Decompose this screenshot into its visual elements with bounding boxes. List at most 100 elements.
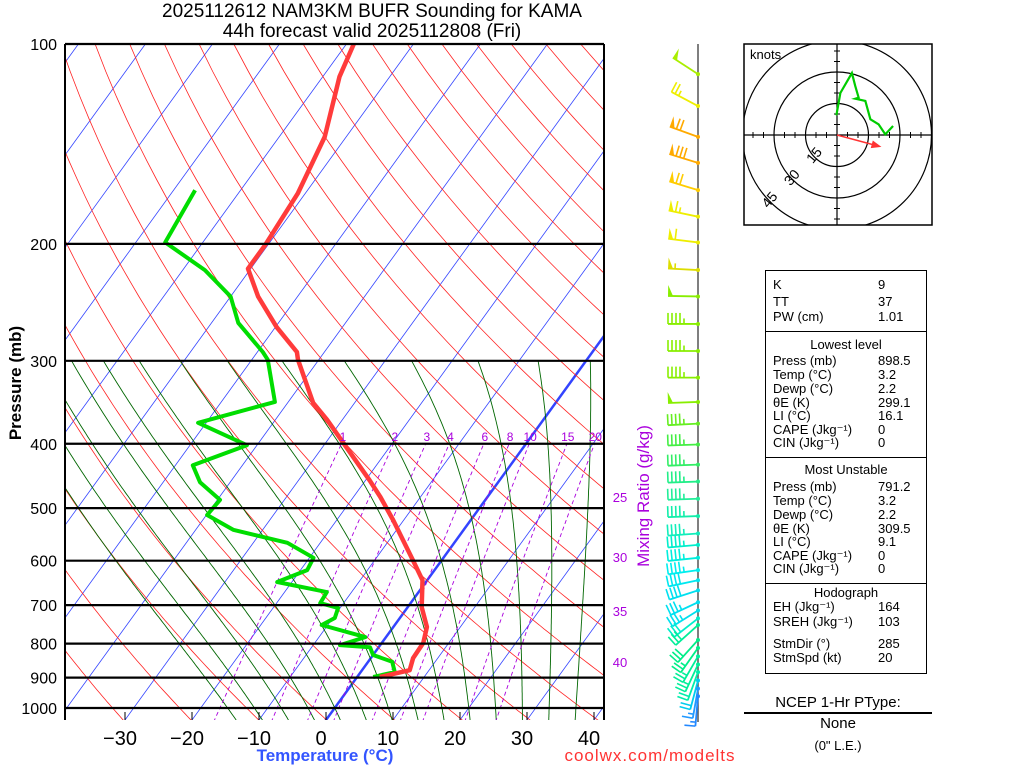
stat-value: 285 <box>878 636 900 651</box>
mixing-ratio-line <box>371 443 485 720</box>
wind-barb-half-feather <box>683 681 690 686</box>
wind-barb-shaft <box>689 680 699 710</box>
lowest-level-section: Lowest level Press (mb) 898.5 Temp (°C) 3.2… <box>766 331 926 458</box>
wind-barb-shaft <box>667 422 699 427</box>
temperature-tick-label: −30 <box>103 728 137 750</box>
wind-barb-base <box>696 375 700 380</box>
wind-barb-pennant <box>672 48 679 61</box>
isotherm-line <box>191 150 604 720</box>
moist-adiabat-line <box>179 360 393 720</box>
wind-barb <box>666 535 700 549</box>
dry-adiabat-line <box>268 44 604 445</box>
wind-barb <box>681 686 700 719</box>
wind-barb-shaft <box>669 125 699 138</box>
wind-barb-half-feather <box>682 553 685 560</box>
stat-label: CIN (Jkg⁻¹) <box>773 561 840 576</box>
wind-barb-feather <box>673 676 684 684</box>
wind-barb <box>666 505 700 519</box>
wind-barb-base <box>696 623 700 628</box>
temperature-tick-label: 10 <box>377 728 399 750</box>
stat-value: 0 <box>878 561 886 576</box>
temperature-tick-label: −10 <box>237 728 271 750</box>
stat-value: 309.5 <box>878 521 911 536</box>
isotherm-line <box>65 44 213 249</box>
wind-barb-base <box>696 670 700 675</box>
wind-barb-base <box>696 542 700 547</box>
section-title: Most Unstable <box>804 462 888 477</box>
wind-barb-feather <box>669 602 676 614</box>
wind-barb-feather <box>678 692 690 698</box>
dry-adiabat-line <box>65 150 531 720</box>
wind-barb-feather <box>667 636 677 646</box>
wind-barb-shaft <box>668 209 699 218</box>
wind-barb-base <box>696 268 700 273</box>
wind-barb-shaft <box>667 497 699 501</box>
axes: 1 2 3 4 6 8 10 15 201002003004005006007008009001… <box>21 37 627 750</box>
wind-barb-feather <box>669 562 674 574</box>
wind-barb-feather <box>678 535 681 547</box>
wind-barb-feather <box>679 173 684 185</box>
wind-barb <box>673 654 700 684</box>
wind-barb <box>668 199 700 219</box>
wind-barb-shaft <box>672 57 699 75</box>
stat-value: 37 <box>878 294 893 309</box>
wind-barb-shaft <box>680 647 699 674</box>
dry-adiabat-line <box>65 649 124 720</box>
wind-barb-feather <box>681 715 693 719</box>
mixing-ratio-line <box>307 443 427 720</box>
stat-value: 791.2 <box>878 479 911 494</box>
wind-barb-half-feather <box>679 614 684 621</box>
wind-barb-feather <box>670 633 680 643</box>
dry-adiabat-line <box>198 44 604 535</box>
right-edge-label: 30 <box>613 550 627 565</box>
stat-value: 0 <box>878 435 886 450</box>
wind-barb-base <box>696 638 700 643</box>
wind-barb-base <box>696 654 700 659</box>
mixing-ratio-line <box>422 443 530 720</box>
wind-barb-feather <box>666 524 669 536</box>
dry-adiabat-line <box>65 406 328 720</box>
mixing-ratio-label: 1 <box>340 430 347 444</box>
wind-barb-feather <box>665 588 671 600</box>
isotherm-line <box>65 44 548 712</box>
wind-barb-feather <box>665 604 672 616</box>
wind-barb-base <box>696 531 700 536</box>
wind-barb-base <box>696 588 700 593</box>
moist-adiabat-line <box>343 360 471 720</box>
wind-barb-feather <box>669 574 674 586</box>
moist-adiabat-line <box>411 360 497 720</box>
dry-adiabat-line <box>441 44 604 233</box>
stat-label: PW (cm) <box>773 309 824 324</box>
storm-motion-vector <box>836 134 878 147</box>
wind-barb-feather <box>678 413 681 425</box>
wind-barb-feather <box>678 523 681 535</box>
wind-barb-feather <box>670 549 673 561</box>
wind-barbs <box>665 44 700 727</box>
stat-row: SREH (Jkg⁻¹) 103 <box>773 615 923 629</box>
wind-barb <box>666 548 700 562</box>
wind-barb-shaft <box>668 237 699 244</box>
wind-barb-feather <box>669 654 679 663</box>
wind-barb-base <box>696 399 700 404</box>
wind-barb-shaft <box>673 617 699 638</box>
moist-adiabat-line <box>65 486 237 720</box>
stat-value: 9.1 <box>878 534 897 549</box>
wind-barb-feather <box>675 686 686 693</box>
hodograph-units-label: knots <box>750 47 782 62</box>
mixing-ratio-label: 15 <box>561 430 575 444</box>
dry-adiabat-line <box>233 44 604 490</box>
stat-value: 299.1 <box>878 395 911 410</box>
stat-row: EH (Jkg⁻¹) 164 <box>773 600 923 614</box>
credit-link[interactable]: coolwx.com/modelts <box>564 746 735 765</box>
stat-label: K <box>773 277 782 292</box>
wind-barb-feather <box>672 586 678 598</box>
ptype-title: NCEP 1-Hr PType: <box>744 694 932 714</box>
wind-barb <box>672 48 700 77</box>
wind-barb <box>666 434 700 447</box>
wind-barb-shaft <box>677 639 699 663</box>
stat-label: LI (°C) <box>773 408 811 423</box>
wind-barb <box>671 645 700 674</box>
wind-barb-base <box>696 134 700 139</box>
isotherm-line <box>65 44 481 619</box>
